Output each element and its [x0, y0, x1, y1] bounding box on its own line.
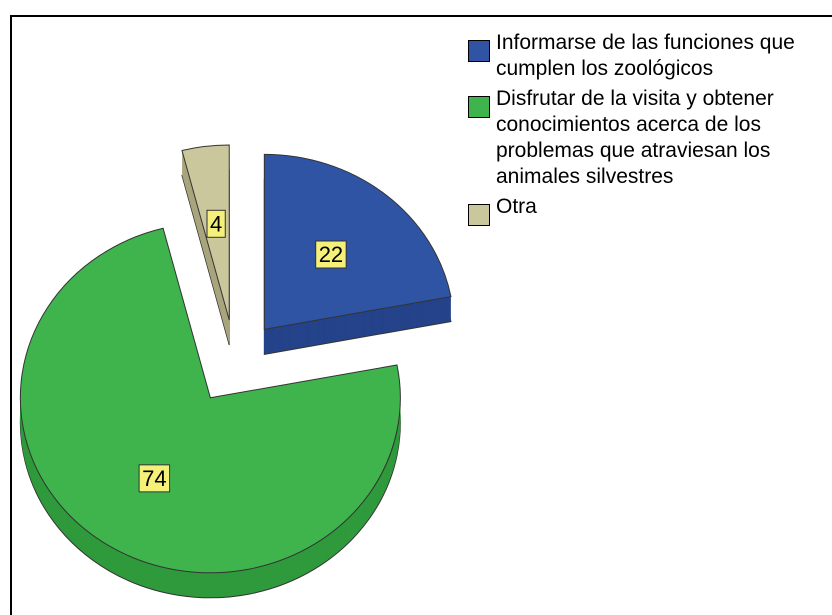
- legend-label: Disfrutar de la visita y obtener conocim…: [496, 87, 774, 188]
- data-label: 74: [142, 466, 166, 491]
- legend-swatch: [468, 40, 490, 62]
- data-label-box: [315, 240, 347, 269]
- chart-frame: [10, 15, 832, 615]
- slice: [263, 153, 452, 330]
- data-label: 22: [319, 242, 343, 267]
- data-label: 4: [210, 211, 222, 236]
- legend: Informarse de las funciones que cumplen …: [468, 30, 832, 230]
- data-label-box: [206, 209, 226, 238]
- legend-item: Informarse de las funciones que cumplen …: [468, 30, 832, 82]
- data-label-box: [138, 464, 171, 493]
- legend-label: Otra: [496, 195, 537, 218]
- legend-swatch: [468, 96, 490, 118]
- legend-item: Otra: [468, 194, 832, 226]
- legend-swatch: [468, 204, 490, 226]
- slice: [181, 144, 230, 321]
- legend-item: Disfrutar de la visita y obtener conocim…: [468, 86, 832, 190]
- slice: [19, 227, 401, 574]
- legend-label: Informarse de las funciones que cumplen …: [496, 31, 795, 80]
